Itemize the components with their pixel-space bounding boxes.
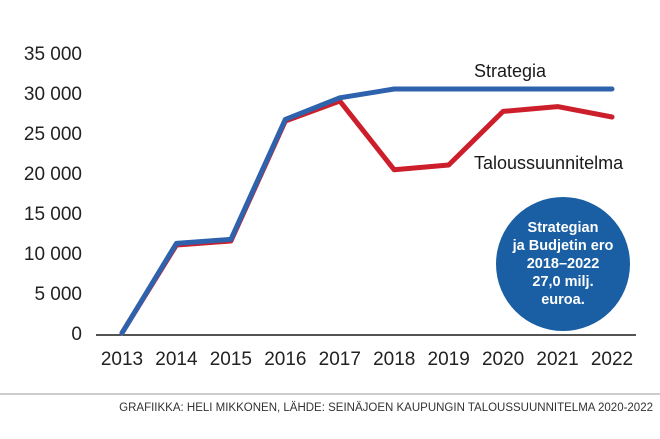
x-tick-label: 2022 bbox=[591, 349, 633, 370]
y-tick-label: 10 000 bbox=[24, 244, 82, 265]
callout-line-2: ja Budjetin ero bbox=[512, 238, 614, 254]
x-tick-label: 2020 bbox=[482, 349, 524, 370]
series-label-strategia: Strategia bbox=[474, 61, 547, 81]
series-lines bbox=[119, 86, 615, 336]
y-tick-label: 20 000 bbox=[24, 164, 82, 185]
y-axis-ticks: 0 5 000 10 000 15 000 20 000 25 000 30 000 35 0… bbox=[24, 44, 82, 345]
y-tick-label: 0 bbox=[71, 324, 82, 345]
difference-callout: Strategian ja Budjetin ero 2018–2022 27,… bbox=[496, 197, 630, 331]
x-tick-label: 2017 bbox=[319, 349, 361, 370]
callout-line-1: Strategian bbox=[528, 220, 599, 236]
graphic-credit: GRAFIIKKA: HELI MIKKONEN, LÄHDE: SEINÄJO… bbox=[119, 402, 653, 414]
y-tick-label: 5 000 bbox=[34, 284, 82, 305]
x-tick-label: 2021 bbox=[536, 349, 578, 370]
series-line-strategia bbox=[119, 86, 615, 336]
y-tick-label: 25 000 bbox=[24, 124, 82, 145]
callout-line-3: 2018–2022 bbox=[527, 256, 600, 272]
x-tick-label: 2018 bbox=[373, 349, 415, 370]
series-label-taloussuunnitelma: Taloussuunnitelma bbox=[474, 153, 624, 173]
callout-line-5: euroa. bbox=[541, 292, 585, 308]
y-tick-label: 15 000 bbox=[24, 204, 82, 225]
callout-circle bbox=[496, 197, 630, 331]
x-axis-ticks: 2013 2014 2015 2016 2017 2018 2019 2020 2021 2022 bbox=[101, 349, 633, 370]
x-tick-label: 2016 bbox=[264, 349, 306, 370]
y-tick-label: 35 000 bbox=[24, 44, 82, 65]
x-tick-label: 2019 bbox=[428, 349, 470, 370]
y-tick-label: 30 000 bbox=[24, 84, 82, 105]
x-tick-label: 2014 bbox=[155, 349, 198, 370]
x-tick-label: 2013 bbox=[101, 349, 143, 370]
x-tick-label: 2015 bbox=[210, 349, 252, 370]
callout-line-4: 27,0 milj. bbox=[532, 274, 593, 290]
